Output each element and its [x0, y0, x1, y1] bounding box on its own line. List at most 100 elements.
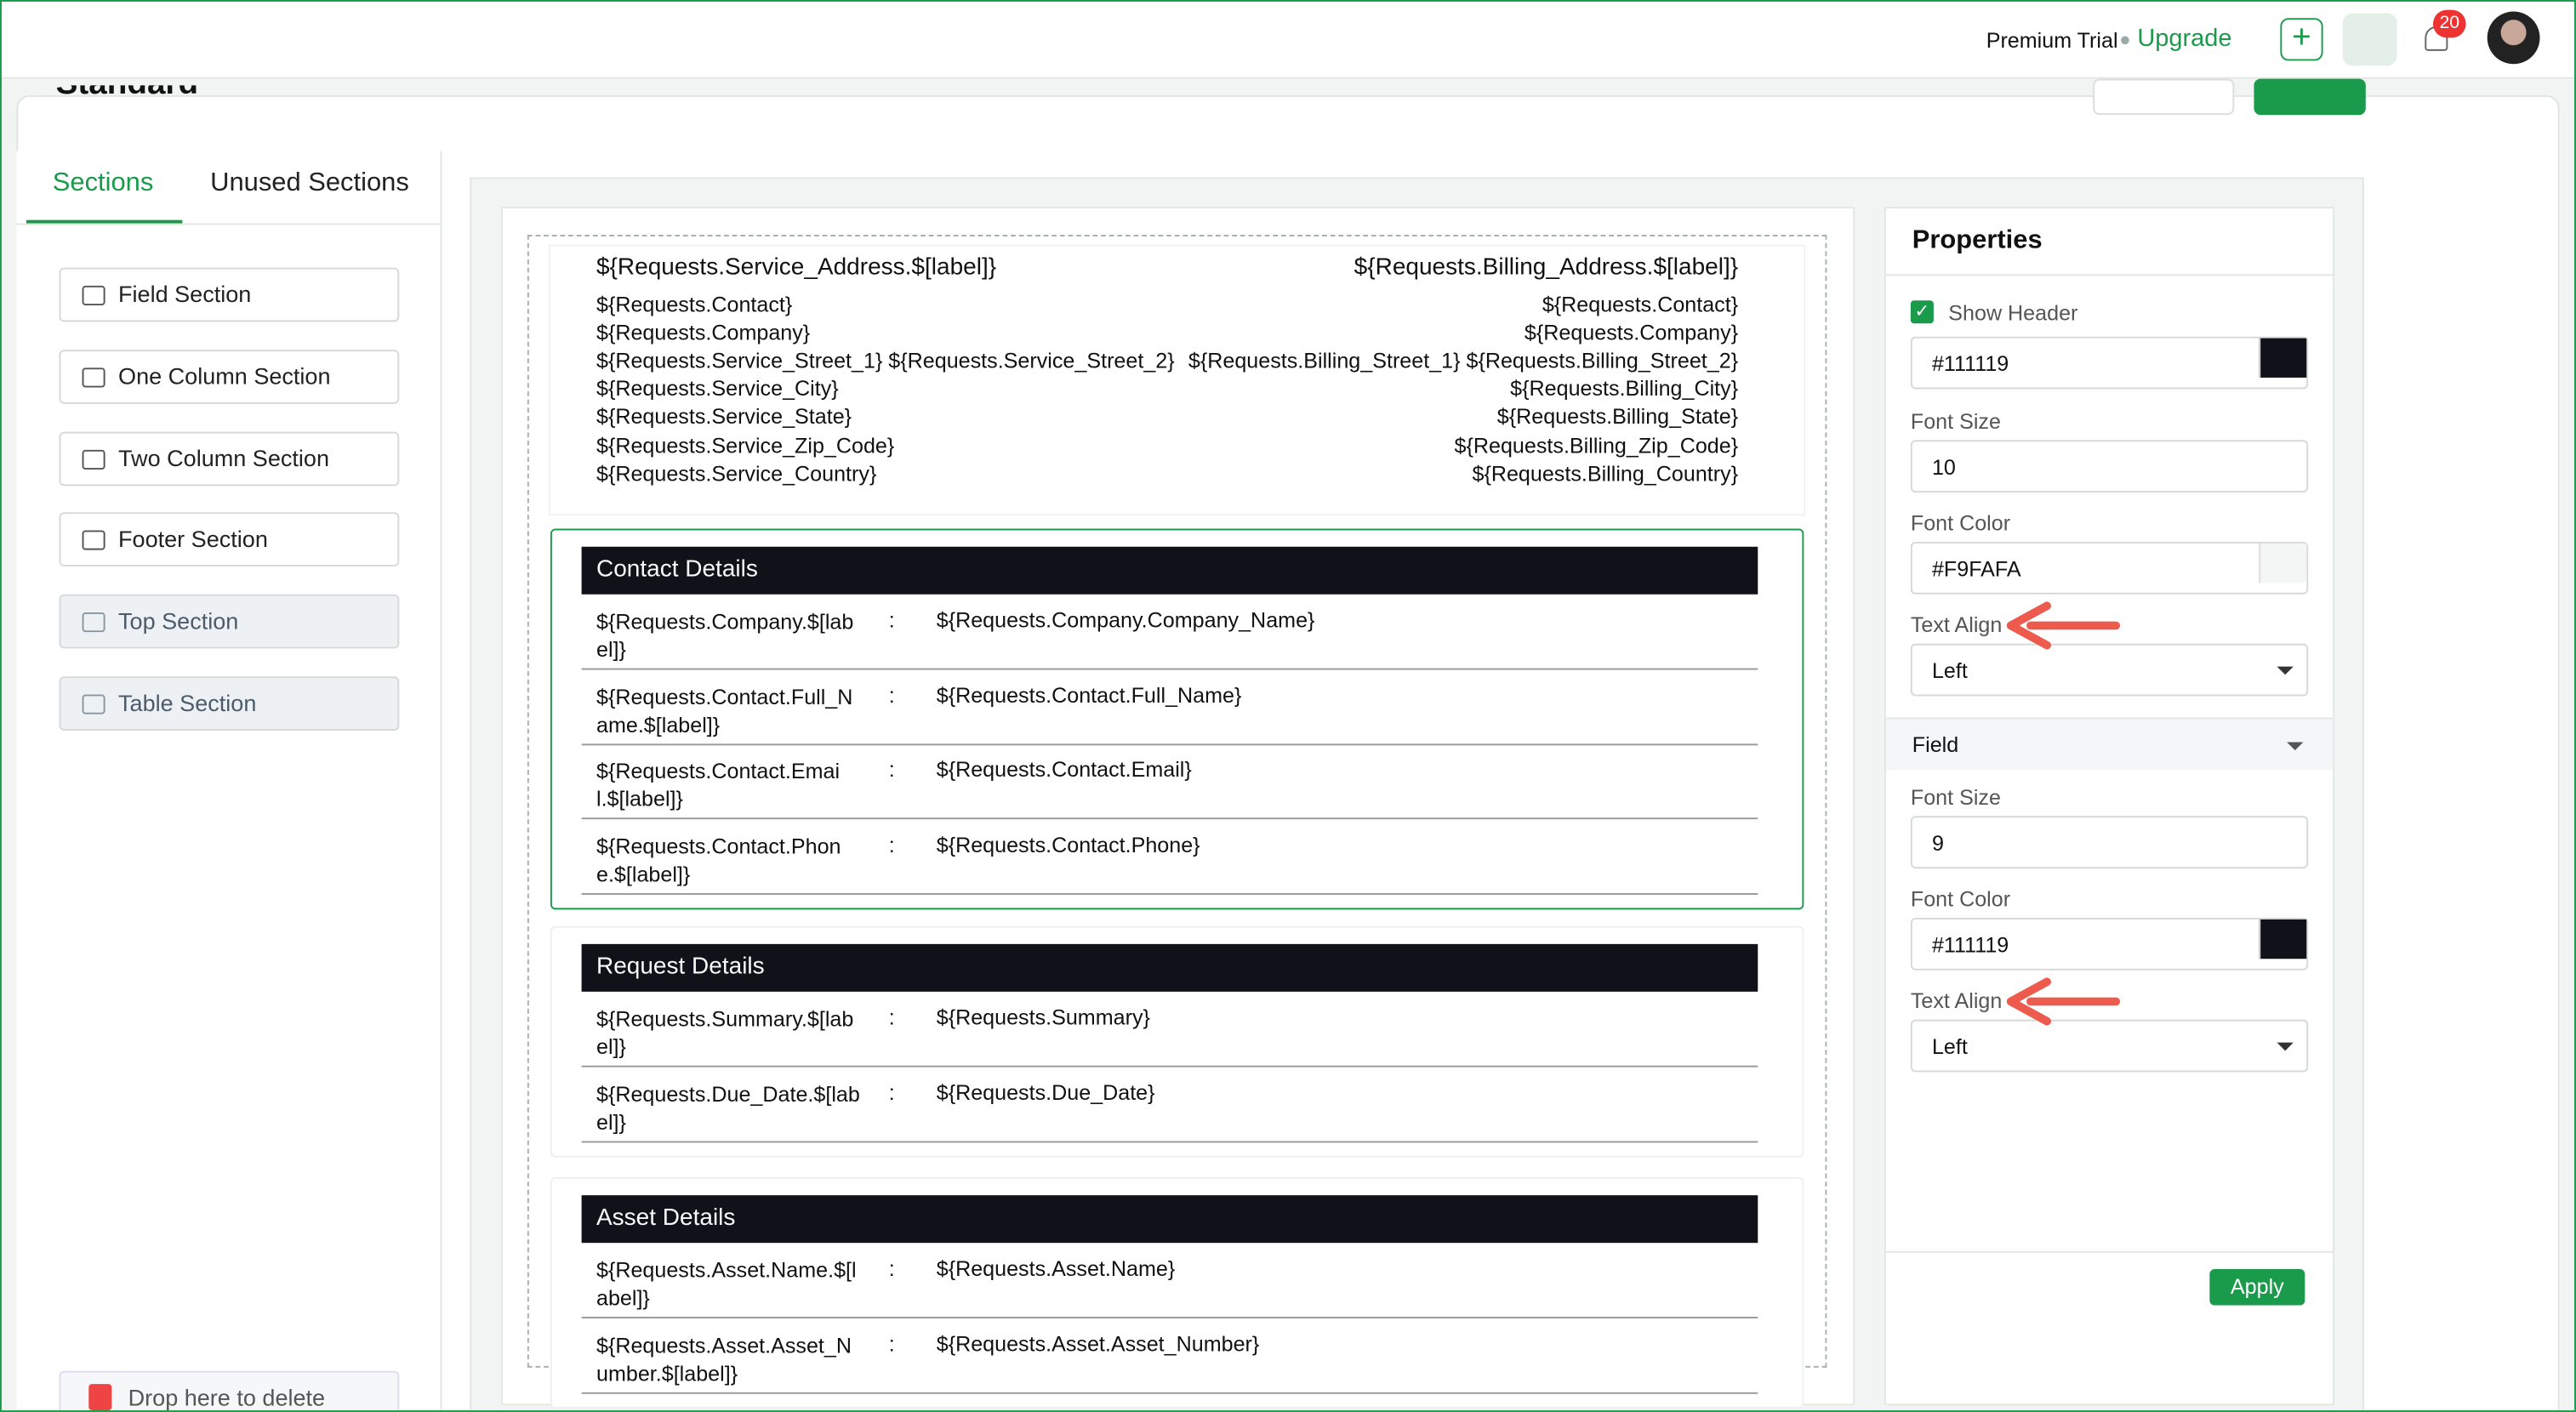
field-label: Font Color: [1910, 886, 2011, 912]
row-value: ${Requests.Due_Date}: [936, 1079, 1155, 1105]
row-value: ${Requests.Asset.Asset_Number}: [936, 1330, 1260, 1356]
section-label: Field Section: [118, 281, 252, 307]
section-item[interactable]: Two Column Section: [59, 430, 400, 486]
select-caret: [2277, 666, 2294, 675]
detail-block[interactable]: Request Details ${Requests.Summary.$[labe…: [550, 925, 1804, 1158]
row-divider: [581, 1391, 1758, 1393]
row-divider: [581, 668, 1758, 670]
upgrade-link[interactable]: Upgrade: [2137, 24, 2232, 53]
select-input[interactable]: Left: [1910, 1019, 2309, 1073]
text-input[interactable]: #111119: [1910, 917, 2309, 971]
text-input[interactable]: 9: [1910, 816, 2309, 869]
text-input[interactable]: #F9FAFA: [1910, 541, 2309, 595]
left-panel: [16, 151, 442, 1412]
tab[interactable]: Unused Sections: [210, 168, 409, 197]
row-divider: [581, 1140, 1758, 1142]
avatar[interactable]: [2487, 11, 2540, 65]
row-value: ${Requests.Contact.Full_Name}: [936, 681, 1242, 707]
tab-line: [16, 223, 441, 225]
addr-line: ${Requests.Billing_Country}: [1472, 460, 1739, 486]
field-label: Font Size: [1910, 408, 2001, 434]
row-label: ${Requests.Company.$[label]}: [596, 609, 854, 662]
block-title: Asset Details: [596, 1204, 736, 1232]
addr-line: ${Requests.Service_State}: [596, 404, 852, 430]
row-value: ${Requests.Summary}: [936, 1005, 1150, 1030]
addr-line: ${Requests.Billing_Zip_Code}: [1454, 432, 1739, 458]
select-input[interactable]: Left: [1910, 643, 2309, 697]
section-item[interactable]: Field Section: [59, 267, 400, 322]
detail-block[interactable]: Contact Details ${Requests.Company.$[labe…: [550, 528, 1804, 910]
field-label: Text Align: [1910, 988, 2003, 1013]
row-separator: :: [888, 1079, 895, 1105]
header-btn-2[interactable]: [2254, 78, 2366, 116]
addr-line: ${Requests.Billing_State}: [1496, 404, 1739, 430]
addr-left-title: ${Requests.Service_Address.$[label]}: [596, 254, 997, 282]
addr-right-title: ${Requests.Billing_Address.$[label]}: [1354, 254, 1739, 282]
row-label: ${Requests.Contact.Full_Name.$[label]}: [596, 683, 853, 737]
show-header-label: Show Header: [1948, 300, 2078, 326]
block-header: [581, 546, 1758, 595]
input-value: 9: [1931, 830, 1944, 856]
row-value: ${Requests.Contact.Phone}: [936, 831, 1200, 857]
section-icon: [82, 612, 105, 633]
header-btn-1[interactable]: [2093, 78, 2235, 116]
row-label: ${Requests.Contact.Email.$[label]}: [596, 758, 841, 811]
row-label: ${Requests.Asset.Name.$[label]}: [596, 1257, 857, 1311]
row-divider: [581, 817, 1758, 820]
top-header: [0, 0, 2576, 79]
color-swatch[interactable]: [2259, 919, 2307, 959]
section-icon: [82, 367, 105, 388]
section-icon: [82, 285, 105, 306]
row-label: ${Requests.Asset.Asset_Number.$[label]}: [596, 1332, 852, 1386]
input-value: #111119: [1931, 351, 2009, 377]
row-divider: [581, 1317, 1758, 1318]
addr-line: ${Requests.Service_City}: [596, 376, 839, 401]
badge: 20: [2432, 9, 2466, 38]
addr-line: ${Requests.Contact}: [596, 292, 793, 317]
apply-button[interactable]: Apply: [2209, 1269, 2305, 1306]
field-caret[interactable]: [2287, 742, 2304, 751]
color-swatch[interactable]: [2259, 543, 2307, 584]
row-value: ${Requests.Asset.Name}: [936, 1255, 1176, 1281]
section-label: Top Section: [118, 607, 239, 635]
row-separator: :: [888, 831, 895, 857]
add-button[interactable]: +: [2280, 18, 2323, 61]
section-item[interactable]: Footer Section: [59, 512, 400, 567]
color-input[interactable]: #111119: [1910, 336, 2309, 390]
field-label: Font Color: [1910, 510, 2011, 536]
color-swatch[interactable]: [2259, 338, 2307, 378]
settings-button[interactable]: [2342, 13, 2397, 66]
row-separator: :: [888, 1005, 895, 1030]
select-caret: [2277, 1042, 2294, 1051]
detail-block[interactable]: Asset Details ${Requests.Asset.Name.$[lab…: [550, 1176, 1804, 1409]
properties-panel: [1884, 207, 2335, 1406]
block-header: [581, 943, 1758, 992]
text-input[interactable]: 10: [1910, 440, 2309, 493]
section-item[interactable]: One Column Section: [59, 349, 400, 404]
delete-zone[interactable]: [59, 1370, 400, 1412]
section-label: Table Section: [118, 689, 257, 716]
row-separator: :: [888, 756, 895, 782]
show-header-check[interactable]: ✓: [1910, 300, 1934, 324]
block-title: Request Details: [596, 954, 765, 981]
input-value: #F9FAFA: [1931, 556, 2021, 582]
addr-line: ${Requests.Contact}: [1542, 292, 1739, 317]
input-value: #111119: [1931, 932, 2009, 958]
prop-divider: [1885, 274, 2334, 276]
row-divider: [581, 892, 1758, 894]
tab[interactable]: Sections: [52, 168, 154, 197]
delete-label: Drop here to delete: [128, 1384, 326, 1411]
field-label: Font Size: [1910, 784, 2001, 810]
section-label: One Column Section: [118, 362, 331, 390]
addr-line: ${Requests.Company}: [596, 320, 811, 345]
addr-line: ${Requests.Service_Street_1} ${Requests.…: [596, 348, 1175, 373]
section-item[interactable]: Top Section: [59, 595, 400, 649]
row-label: ${Requests.Due_Date.$[label]}: [596, 1081, 860, 1134]
prop-divider: [1885, 1250, 2334, 1253]
section-icon: [82, 449, 105, 470]
tab-underline: [26, 219, 183, 225]
section-item[interactable]: Table Section: [59, 676, 400, 731]
row-label: ${Requests.Summary.$[label]}: [596, 1006, 854, 1059]
input-value: 10: [1931, 454, 1956, 480]
